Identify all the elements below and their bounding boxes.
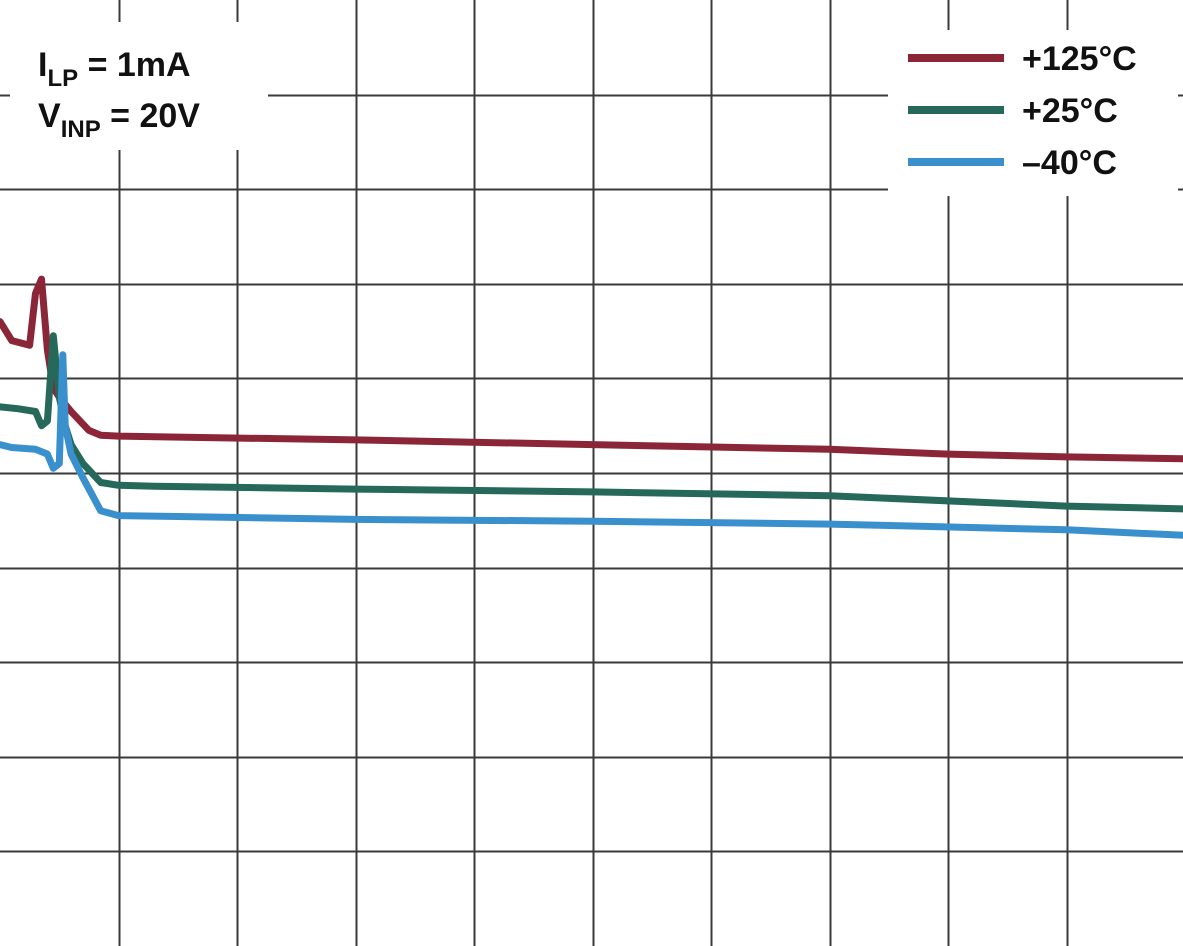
- series-layer: [0, 275, 1183, 539]
- series-line-minus40c: [0, 351, 1183, 539]
- condition-voltage: VINP = 20V: [38, 97, 200, 143]
- series-line-125c: [0, 275, 1183, 463]
- legend-label-25c: +25°C: [1022, 92, 1118, 130]
- conditions-box-bg: [10, 22, 268, 150]
- legend-label-125c: +125°C: [1022, 40, 1137, 78]
- legend: +125°C +25°C –40°C: [888, 30, 1178, 196]
- series-line-25c: [0, 332, 1183, 513]
- condition-current: ILP = 1mA: [38, 46, 191, 92]
- legend-label-minus40c: –40°C: [1022, 144, 1117, 182]
- conditions-box: ILP = 1mA VINP = 20V: [10, 22, 268, 150]
